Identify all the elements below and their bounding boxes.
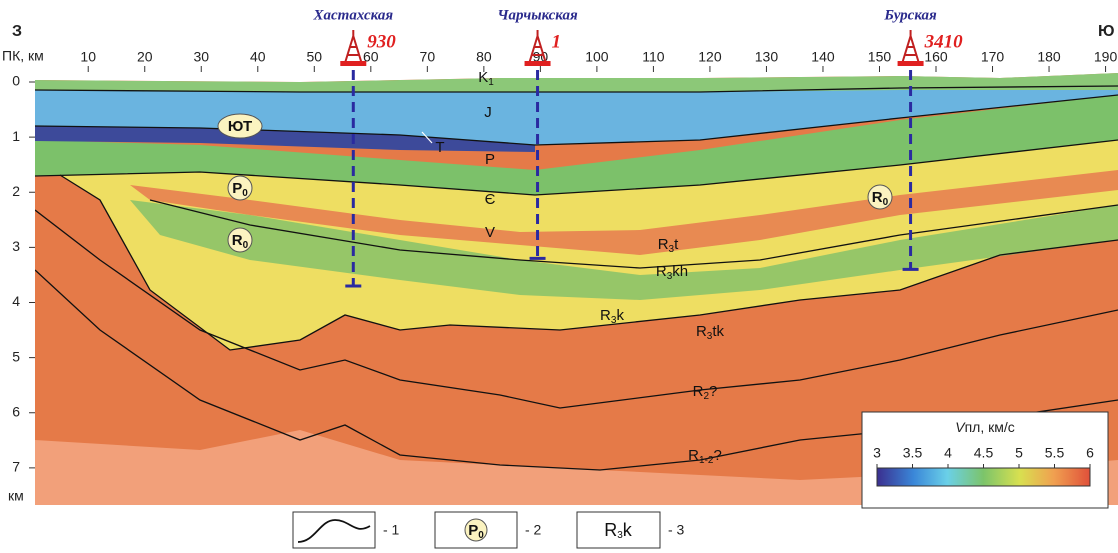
layer-label: K1 — [478, 69, 494, 88]
marker-label: ЮТ — [228, 118, 252, 135]
legend-symbol-main: P — [468, 522, 478, 539]
x-tick-label: 140 — [811, 49, 835, 65]
derrick-base — [898, 61, 924, 66]
layer-label-main: K — [478, 69, 488, 86]
well-number: 3410 — [924, 31, 964, 52]
layer-label-rest: ? — [709, 383, 717, 400]
colorbar-tick-label: 5 — [1015, 445, 1023, 461]
legend-symbol-rest: k — [623, 520, 633, 540]
layer-label-main: J — [484, 104, 492, 121]
colorbar-tick-label: 4 — [944, 445, 952, 461]
layer-label-rest: k — [616, 307, 624, 324]
colorbar-tick-label: 5.5 — [1045, 445, 1065, 461]
legend-label: - 3 — [668, 522, 685, 538]
x-axis-label: ПК, км — [2, 48, 44, 64]
layer-label-rest: kh — [672, 263, 688, 280]
marker-label-sub: 0 — [883, 197, 889, 208]
legend-symbol-main: R — [604, 520, 617, 540]
x-tick-label: 130 — [755, 49, 779, 65]
layer-label-main: R — [688, 447, 699, 464]
derrick-base — [525, 61, 551, 66]
legend-box — [293, 512, 375, 548]
x-tick-label: 100 — [585, 49, 609, 65]
east-label: Ю — [1098, 23, 1115, 40]
layer-label-sub: 1-2 — [699, 455, 714, 466]
marker-label-main: P — [232, 180, 242, 197]
well-number: 1 — [552, 31, 562, 52]
colorbar-tick-label: 4.5 — [974, 445, 994, 461]
colorbar-tick-label: 3 — [873, 445, 881, 461]
colorbar-scale — [877, 468, 1090, 486]
layer-label-sub: 1 — [488, 77, 494, 88]
y-tick-label: 1 — [12, 128, 20, 144]
y-tick-label: 2 — [12, 183, 20, 199]
marker-label-main: ЮТ — [228, 118, 252, 135]
marker-label-sub: 0 — [242, 188, 248, 199]
layer-label: R3t — [658, 236, 679, 255]
legend-label: - 1 — [383, 522, 400, 538]
well-name: Чарчыкская — [497, 7, 578, 23]
layer-label: V — [485, 224, 495, 241]
layer-label: J — [484, 104, 492, 121]
layer-label-main: T — [435, 139, 444, 156]
well-name: Хастахская — [313, 7, 394, 23]
x-tick-label: 30 — [193, 49, 209, 65]
x-tick-label: 70 — [420, 49, 436, 65]
layer-label-main: R — [658, 236, 669, 253]
derrick-base — [340, 61, 366, 66]
y-tick-label: 7 — [12, 459, 20, 475]
colorbar-title: Vпл, км/с — [955, 419, 1015, 435]
colorbar-tick-label: 6 — [1086, 445, 1094, 461]
x-tick-label: 80 — [476, 49, 492, 65]
y-tick-label: 3 — [12, 238, 20, 254]
y-tick-label: 6 — [12, 403, 20, 419]
legend-label: - 2 — [525, 522, 542, 538]
x-tick-label: 180 — [1037, 49, 1061, 65]
layer-label: P — [485, 151, 495, 168]
marker-label-main: R — [232, 232, 243, 249]
y-tick-label: 0 — [12, 73, 20, 89]
x-tick-label: 190 — [1094, 49, 1118, 65]
colorbar-title-rest: пл, км/с — [965, 419, 1015, 435]
derrick — [345, 30, 361, 62]
section-figure: З Ю ПК, км км 10203040506070809010011012… — [0, 0, 1118, 553]
colorbar-tick-label: 3.5 — [903, 445, 923, 461]
marker-label-sub: 0 — [243, 240, 249, 251]
layer-label-main: R — [696, 323, 707, 340]
x-tick-label: 10 — [80, 49, 96, 65]
layer-label: Є — [485, 191, 496, 208]
legend-symbol-sub: 0 — [478, 530, 484, 541]
x-tick-label: 110 — [642, 49, 665, 65]
layer-label-main: V — [485, 224, 495, 241]
derrick — [903, 30, 919, 62]
x-tick-label: 20 — [137, 49, 153, 65]
y-axis-unit: км — [8, 488, 24, 504]
x-tick-label: 120 — [698, 49, 722, 65]
x-tick-label: 40 — [250, 49, 266, 65]
well-name: Бурская — [883, 7, 937, 23]
layer-label-main: Є — [485, 191, 496, 208]
x-tick-label: 170 — [981, 49, 1005, 65]
well-number: 930 — [367, 31, 396, 52]
west-label: З — [12, 23, 22, 40]
x-tick-label: 150 — [868, 49, 892, 65]
layer-label: T — [435, 139, 444, 156]
layer-label-rest: tk — [712, 323, 724, 340]
marker-label-main: R — [872, 189, 883, 206]
layer-label-main: R — [600, 307, 611, 324]
layer-label: R3kh — [656, 263, 688, 282]
y-tick-label: 4 — [12, 293, 20, 309]
x-tick-label: 50 — [307, 49, 323, 65]
layer-label-main: P — [485, 151, 495, 168]
y-tick-label: 5 — [12, 348, 20, 364]
layer-label-rest: ? — [713, 447, 721, 464]
layer-label-main: R — [693, 383, 704, 400]
layer-label-main: R — [656, 263, 667, 280]
